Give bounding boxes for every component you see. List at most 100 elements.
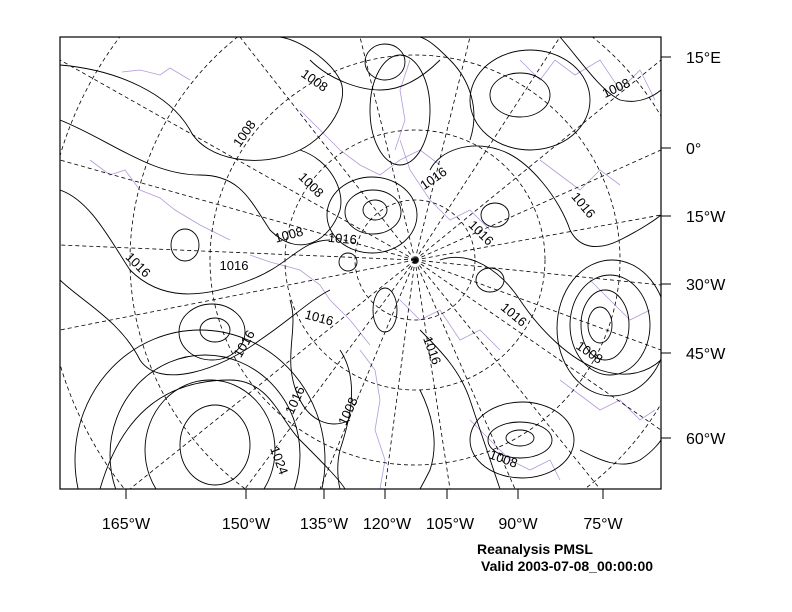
graticule-circle xyxy=(209,54,621,466)
isobar xyxy=(364,43,406,81)
isobar xyxy=(326,176,418,254)
isobar xyxy=(505,429,535,447)
tick-label-90w: 90°W xyxy=(498,516,538,533)
contour-label: 1008 xyxy=(230,117,259,149)
isobar xyxy=(338,252,358,272)
right-tick-marks xyxy=(661,56,671,439)
coastline xyxy=(559,379,656,421)
isobar xyxy=(199,317,231,343)
graticule-line xyxy=(384,259,416,489)
tick-label-30w: 30°W xyxy=(686,277,726,294)
graticule-line xyxy=(239,37,416,261)
isobar xyxy=(369,54,431,166)
graticule-circle xyxy=(284,129,546,391)
graticule-line xyxy=(414,259,661,351)
tick-label-15e: 15°E xyxy=(686,50,721,67)
coastline xyxy=(539,159,621,191)
isobar xyxy=(579,439,661,465)
tick-label-75w: 75°W xyxy=(583,516,623,533)
graticule-line xyxy=(60,259,416,331)
graticule-line xyxy=(244,259,416,489)
coastline xyxy=(519,59,656,101)
tick-label-15w: 15°W xyxy=(686,209,726,226)
contour-label: 1016 xyxy=(568,189,598,221)
isobar xyxy=(60,189,331,295)
isobar xyxy=(419,329,501,489)
isobar xyxy=(439,256,661,375)
contour-label: 1016 xyxy=(123,249,154,280)
isobar xyxy=(170,228,200,262)
contour-label: 1008 xyxy=(335,395,361,428)
coastline xyxy=(249,254,371,346)
graticule-line xyxy=(60,59,416,261)
contour-label: 1008 xyxy=(573,338,605,367)
isobar xyxy=(99,379,346,489)
coastline xyxy=(394,59,411,151)
tick-label-165w: 165°W xyxy=(102,516,151,533)
graticule-line xyxy=(60,159,416,261)
isobar xyxy=(559,37,661,102)
graticule-line xyxy=(414,259,451,489)
isobars xyxy=(60,37,661,489)
contour-label: 1008 xyxy=(298,66,330,95)
graticule-circle xyxy=(60,37,125,489)
isobar xyxy=(344,189,402,235)
contour-label: 1024 xyxy=(267,444,291,476)
contour-label: 1016 xyxy=(230,327,257,360)
isobar xyxy=(60,279,331,376)
isobar xyxy=(469,49,591,151)
coastline xyxy=(399,139,491,231)
isobar xyxy=(362,199,388,221)
contour-label: 1008 xyxy=(296,169,327,200)
bottom-tick-labels: 165°W 150°W 135°W 120°W 105°W 90°W 75°W xyxy=(102,516,624,533)
tick-label-150w: 150°W xyxy=(222,516,271,533)
isobar xyxy=(580,289,630,361)
isobar xyxy=(475,267,505,293)
isobar xyxy=(179,404,251,486)
graticule-line xyxy=(414,37,561,261)
graticule xyxy=(60,37,661,489)
caption-valid-time: Valid 2003-07-08_00:00:00 xyxy=(481,558,654,574)
graticule-circle xyxy=(354,199,476,321)
isobar xyxy=(487,421,553,459)
graticule-line xyxy=(319,259,416,489)
isobar xyxy=(489,72,551,118)
isobar xyxy=(337,349,352,489)
coastline xyxy=(469,419,561,481)
isobar xyxy=(109,354,301,489)
graticule-line xyxy=(414,37,471,261)
tick-label-135w: 135°W xyxy=(300,516,349,533)
isobar xyxy=(60,37,344,161)
isobar xyxy=(587,306,613,344)
isobar xyxy=(372,287,398,333)
right-tick-labels: 15°E 0° 15°W 30°W 45°W 60°W xyxy=(686,50,726,448)
contour-label: 1016 xyxy=(327,230,357,247)
isobar xyxy=(419,37,475,141)
coastlines xyxy=(89,59,656,489)
graticule-line xyxy=(414,59,661,261)
map-frame xyxy=(59,36,662,490)
contour-label: 1016 xyxy=(498,300,530,330)
bottom-tick-marks xyxy=(125,489,604,499)
coastline xyxy=(89,159,231,241)
tick-label-0: 0° xyxy=(686,141,701,158)
graticule-line xyxy=(129,259,416,489)
coastline xyxy=(589,279,651,321)
graticule-line xyxy=(414,259,661,286)
tick-label-60w: 60°W xyxy=(686,431,726,448)
coastline xyxy=(399,299,501,351)
isobar xyxy=(144,379,276,489)
graticule-line xyxy=(414,259,601,489)
tick-label-105w: 105°W xyxy=(426,516,475,533)
isobar xyxy=(469,401,575,479)
graticule-line xyxy=(414,259,661,431)
isobar xyxy=(569,274,651,376)
contour-label: 1016 xyxy=(303,307,335,329)
isobar xyxy=(419,389,435,489)
isobar xyxy=(429,145,661,247)
coastline xyxy=(121,67,191,81)
contour-label: 1008 xyxy=(600,75,633,101)
isobar xyxy=(289,299,351,425)
contour-label: 1008 xyxy=(273,224,305,246)
